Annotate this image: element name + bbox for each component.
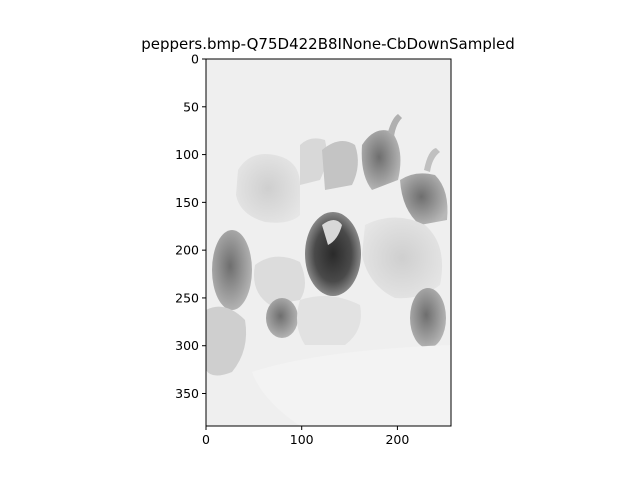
pepper-shape <box>305 212 361 296</box>
pepper-stem <box>388 114 402 136</box>
pepper-shape <box>266 298 298 338</box>
y-tick-label: 300 <box>175 338 199 353</box>
pepper-shape <box>400 173 448 225</box>
y-tick-label: 250 <box>175 290 199 305</box>
pepper-shape <box>212 230 252 310</box>
x-tick-label: 100 <box>290 432 314 447</box>
pepper-shape <box>362 217 443 299</box>
pepper-shape <box>206 306 247 376</box>
plate-shape <box>252 345 451 426</box>
pepper-shape <box>296 296 361 345</box>
y-tick-label: 200 <box>175 243 199 258</box>
image-area <box>206 59 451 426</box>
x-axis: 0 100 200 <box>202 426 409 447</box>
pepper-shape <box>236 154 300 223</box>
x-tick-label: 200 <box>385 432 409 447</box>
pepper-shape <box>300 138 327 185</box>
chart-title: peppers.bmp-Q75D422B8INone-CbDownSampled <box>141 35 515 53</box>
y-tick-label: 150 <box>175 195 199 210</box>
y-tick-label: 100 <box>175 147 199 162</box>
pepper-shape <box>361 130 401 190</box>
x-tick-label: 0 <box>202 432 210 447</box>
y-axis: 0 50 100 150 200 250 300 350 <box>175 52 206 401</box>
pepper-shape <box>254 256 305 305</box>
pepper-shape <box>322 141 358 190</box>
pepper-stem <box>424 148 440 172</box>
y-tick-label: 350 <box>175 386 199 401</box>
y-tick-label: 50 <box>183 99 199 114</box>
axes-frame <box>205 58 452 427</box>
pepper-shape <box>410 288 446 348</box>
y-tick-label: 0 <box>191 52 199 67</box>
pepper-highlight <box>322 220 342 245</box>
